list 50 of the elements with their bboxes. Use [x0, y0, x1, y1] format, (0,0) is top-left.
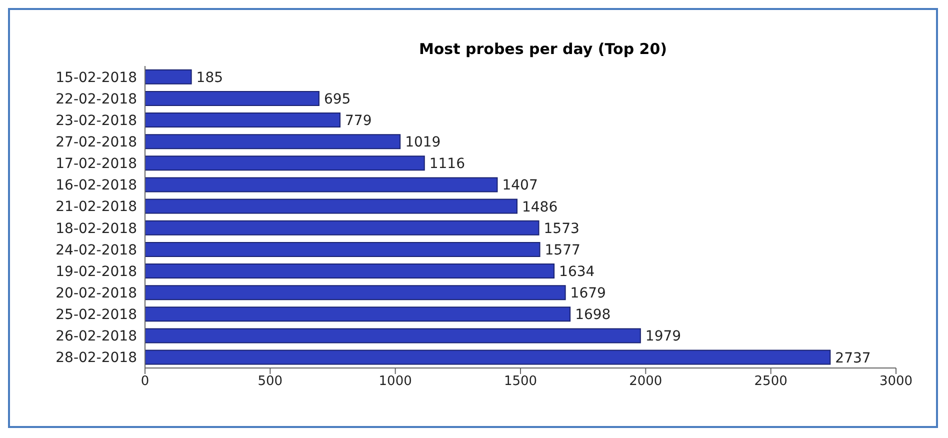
y-tick-label: 26-02-2018 [56, 328, 137, 345]
data-label: 1634 [559, 264, 595, 280]
data-label: 779 [345, 112, 372, 129]
bar [145, 350, 831, 365]
bar [145, 328, 641, 344]
data-label: 1019 [405, 134, 441, 151]
bar [145, 198, 518, 214]
data-label: 1577 [544, 242, 580, 258]
y-tick-label: 25-02-2018 [56, 307, 137, 324]
x-tick-label: 2000 [629, 374, 662, 390]
data-label: 1679 [570, 286, 606, 302]
data-label: 695 [324, 91, 351, 108]
y-tick-label: 19-02-2018 [56, 264, 137, 280]
bar [145, 220, 540, 236]
chart-title: Most probes per day (Top 20) [418, 40, 668, 58]
y-tick-label: 20-02-2018 [56, 285, 137, 302]
bar [145, 69, 192, 84]
y-tick-label: 18-02-2018 [56, 220, 137, 237]
y-tick-label: 16-02-2018 [56, 178, 137, 194]
data-label: 2737 [835, 350, 871, 366]
y-tick-label: 23-02-2018 [56, 112, 137, 129]
bar [145, 306, 571, 322]
bar [145, 177, 498, 192]
y-tick-label: 28-02-2018 [56, 350, 137, 366]
y-tick-label: 22-02-2018 [56, 91, 137, 108]
data-label: 1698 [575, 307, 611, 324]
y-tick-label: 24-02-2018 [56, 242, 137, 258]
bar [145, 264, 555, 279]
x-tick-label: 0 [140, 374, 150, 390]
data-label: 1116 [429, 156, 466, 172]
bar [145, 156, 425, 171]
bar [145, 285, 566, 300]
y-tick-label: 17-02-2018 [56, 156, 137, 172]
data-label: 1407 [502, 178, 538, 194]
data-label: 1979 [645, 328, 682, 345]
x-tick-label: 1000 [378, 374, 412, 390]
data-label: 185 [196, 70, 224, 86]
bar [145, 134, 401, 150]
bar [145, 90, 320, 106]
y-tick-label: 27-02-2018 [56, 134, 137, 150]
x-tick-label: 2500 [754, 374, 788, 390]
y-tick-label: 15-02-2018 [56, 70, 137, 86]
x-tick-label: 1500 [504, 374, 538, 390]
x-tick-label: 3000 [879, 374, 913, 390]
data-label: 1486 [522, 199, 558, 216]
y-tick-label: 21-02-2018 [56, 199, 137, 216]
bar [145, 242, 540, 257]
x-tick-label: 500 [258, 374, 283, 390]
bar [145, 112, 341, 128]
data-label: 1573 [544, 220, 580, 237]
